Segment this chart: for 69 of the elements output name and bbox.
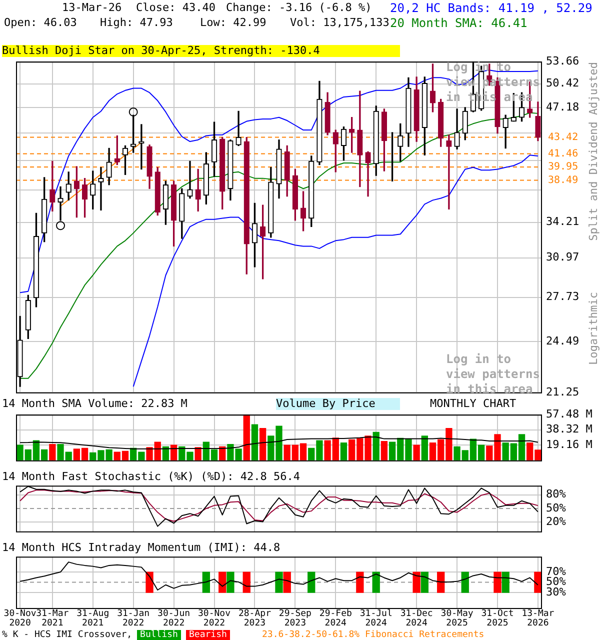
candlestick [187, 160, 193, 199]
text: Low: 42.99 [200, 16, 266, 29]
candlestick [98, 167, 104, 210]
y-tick-label: 21.25 [546, 385, 580, 398]
candlestick [236, 110, 242, 146]
bar [243, 414, 250, 460]
x-tick-label: 31-Oct 2025 [481, 609, 514, 629]
x-tick-label: 31-Jul 2024 [360, 609, 392, 629]
text: MONTHLY CHART [430, 397, 516, 410]
bar [380, 441, 388, 460]
chart-title: 14 Month SMA Volume: 22.83 M [2, 397, 188, 410]
bar [372, 432, 380, 460]
text: Close: 43.40 [136, 1, 216, 14]
y-tick-label: 20% [546, 515, 566, 528]
y-tick-label: 34.21 [546, 215, 580, 228]
ref-line-label: 43.42 [548, 132, 578, 143]
x-tick-label: 30-Nov 2022 [198, 609, 231, 629]
y-tick-label: 47.18 [546, 100, 580, 114]
text: High: 47.93 [100, 16, 173, 29]
chart-title: Bullish Doji Star on 30-Apr-25, Strength: -130.4 [2, 44, 400, 57]
y-tick-label: 30.97 [546, 250, 580, 264]
text: Open: 46.03 [4, 16, 77, 29]
x-tick-label: 13-Mar 2026 [522, 609, 555, 629]
text: 23.6-38.2-50-61.8% Fibonacci Retracements [262, 630, 484, 640]
bar [413, 444, 420, 460]
candlestick [195, 168, 201, 212]
chart-title: 14 Month Fast Stochastic (%K) (%D): 42.8 56.4 [2, 470, 300, 483]
legend-title: % K - HCS IMI Crossover, [2, 630, 132, 640]
candlestick [446, 134, 452, 210]
bar [340, 442, 348, 460]
text: Split and Dividend Adjusted [587, 62, 600, 241]
text: 13-Mar-26 [62, 1, 122, 14]
bar [251, 424, 258, 460]
y-tick-label: 27.73 [546, 290, 580, 304]
x-tick-label: 29-Feb 2024 [319, 609, 352, 629]
chart-title: 14 Month HCS Intraday Momentum (IMI): 44.8 [2, 541, 280, 554]
text: Bearish [186, 630, 230, 640]
y-tick-label: 24.49 [546, 334, 580, 348]
y-tick-label: 70% [546, 564, 566, 578]
x-tick-label: 29-Sep 2023 [278, 609, 312, 629]
y-tick-label: 50.42 [546, 76, 580, 90]
text: Change: -3.16 (-6.8 %) [226, 1, 372, 14]
x-tick-label: 31-Mar 2021 [36, 609, 70, 629]
text: Logarithmic [587, 292, 600, 365]
x-tick-label: 31-Aug 2021 [76, 609, 110, 629]
x-tick-label: 28-Apr 2023 [238, 609, 272, 629]
text: Vol: 13,175,133 [290, 16, 390, 29]
ref-line-label: 39.95 [548, 162, 578, 173]
bar [194, 447, 202, 460]
x-tick-label: 31-Jan 2022 [117, 609, 150, 629]
y-tick-label: 19.16 M [546, 438, 593, 451]
x-tick-label: 30-May 2025 [440, 609, 474, 629]
text: Bullish [137, 630, 181, 640]
text: 20,2 HC Bands: 41.19 , 52.29 [390, 1, 592, 15]
y-tick-label: 38.32 M [546, 422, 593, 436]
x-tick-label: 31-Dec 2024 [400, 609, 433, 629]
bar [259, 428, 266, 460]
y-tick-label: 80% [546, 488, 566, 501]
x-tick-label: 30-Nov 2020 [4, 609, 36, 629]
text: Volume By Price [276, 397, 400, 410]
x-tick-label: 30-Jun 2022 [158, 609, 190, 629]
y-tick-label: 57.48 M [546, 407, 593, 420]
bar [49, 444, 56, 460]
y-tick-label: 50% [546, 501, 566, 514]
ref-line-label: 41.46 [548, 148, 578, 160]
ref-line-label: 38.49 [548, 174, 578, 186]
text: 20 Month SMA: 46.41 [390, 16, 528, 30]
y-tick-label: 53.66 [546, 54, 580, 68]
bar [421, 436, 428, 460]
